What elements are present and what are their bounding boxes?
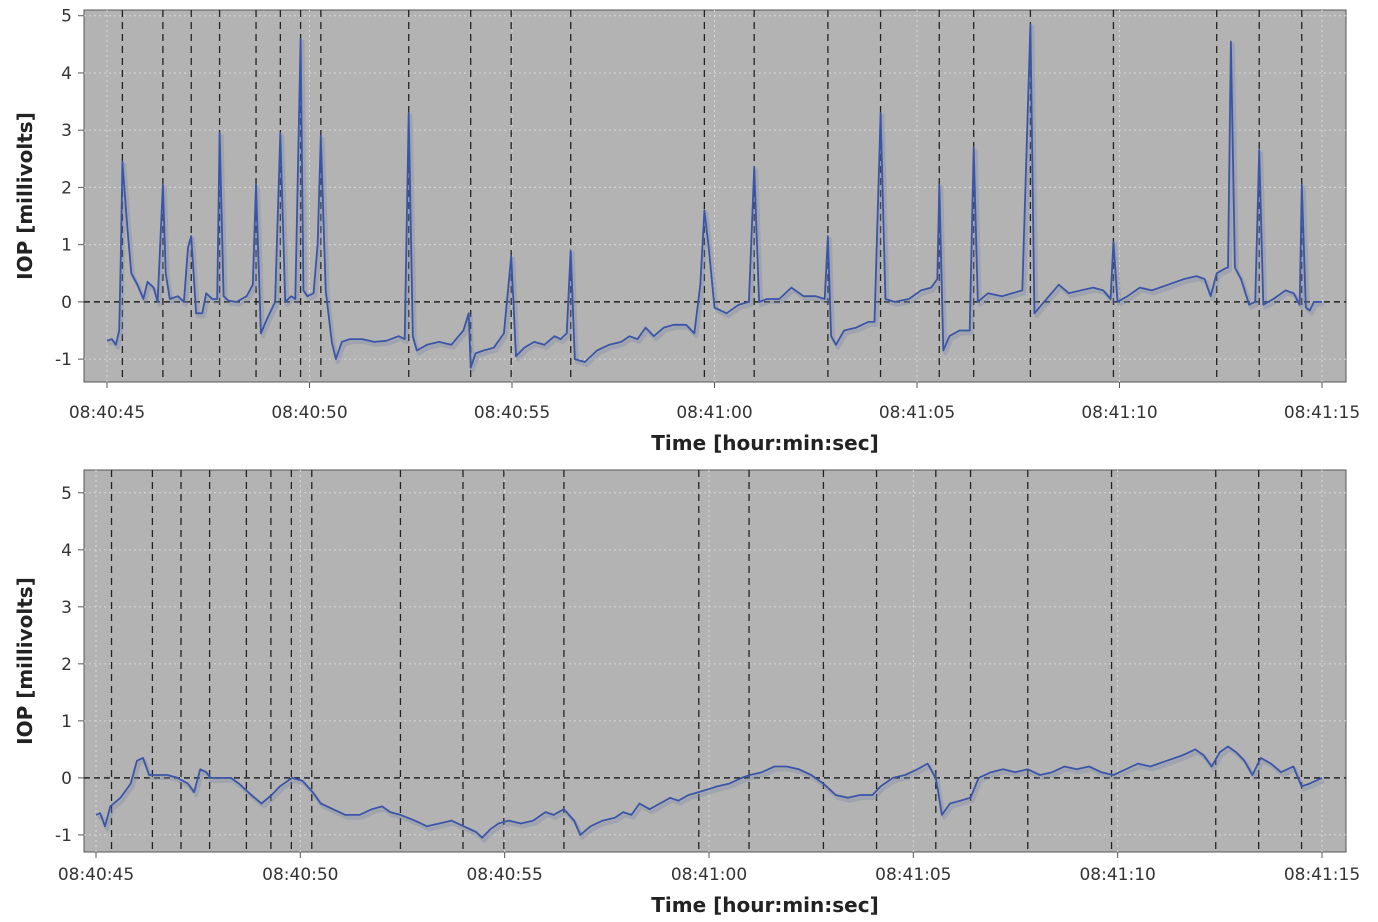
x-tick-label: 08:40:55: [474, 403, 550, 423]
series-line: [106, 23, 1322, 369]
x-tick-label: 08:41:00: [676, 403, 752, 423]
y-tick-label: 0: [61, 293, 72, 313]
series-line: [95, 745, 1323, 839]
y-tick-label: 2: [61, 655, 72, 675]
chart-panel-bottom: -1 0 1 2 3 4 5 08:40:45 08:40:50 08:40:55 08:41:00…: [13, 469, 1360, 917]
series-line-shadow: [108, 25, 1324, 373]
y-tick-label: 2: [61, 178, 72, 198]
y-axis-title: IOP [millivolts]: [13, 577, 37, 745]
x-tick-label: 08:40:45: [69, 403, 145, 423]
y-tick-label: 1: [61, 236, 72, 256]
x-tick-label: 08:41:10: [1079, 865, 1155, 885]
x-tick-label: 08:41:10: [1081, 403, 1157, 423]
y-tick-label: 3: [61, 598, 72, 618]
x-tick-label: 08:41:00: [671, 865, 747, 885]
y-tick-label: -1: [55, 350, 72, 370]
x-tick-label: 08:40:50: [271, 403, 347, 423]
y-tick-label: 1: [61, 712, 72, 732]
series-line-shadow: [97, 747, 1325, 843]
plot-area: [83, 469, 1347, 853]
x-tick-label: 08:40:55: [466, 865, 542, 885]
x-tick-label: 08:41:15: [1284, 865, 1360, 885]
y-tick-label: 5: [61, 484, 72, 504]
y-axis-title: IOP [millivolts]: [13, 112, 37, 280]
chart-panel-top: -1 0 1 2 3 4 5 08:40:45 08:40:50 08:40:55 08:41:00…: [13, 7, 1360, 455]
y-tick-label: 5: [61, 7, 72, 27]
x-tick-label: 08:40:50: [262, 865, 338, 885]
x-tick-label: 08:40:45: [58, 865, 134, 885]
y-tick-label: 4: [61, 64, 72, 84]
y-tick-label: 0: [61, 769, 72, 789]
y-tick-label: 3: [61, 121, 72, 141]
x-tick-label: 08:41:15: [1284, 403, 1360, 423]
x-axis-title: Time [hour:min:sec]: [651, 893, 878, 917]
x-tick-label: 08:41:05: [879, 403, 955, 423]
x-tick-label: 08:41:05: [875, 865, 951, 885]
y-tick-label: 4: [61, 541, 72, 561]
y-tick-label: -1: [55, 826, 72, 846]
x-axis-title: Time [hour:min:sec]: [651, 431, 878, 455]
